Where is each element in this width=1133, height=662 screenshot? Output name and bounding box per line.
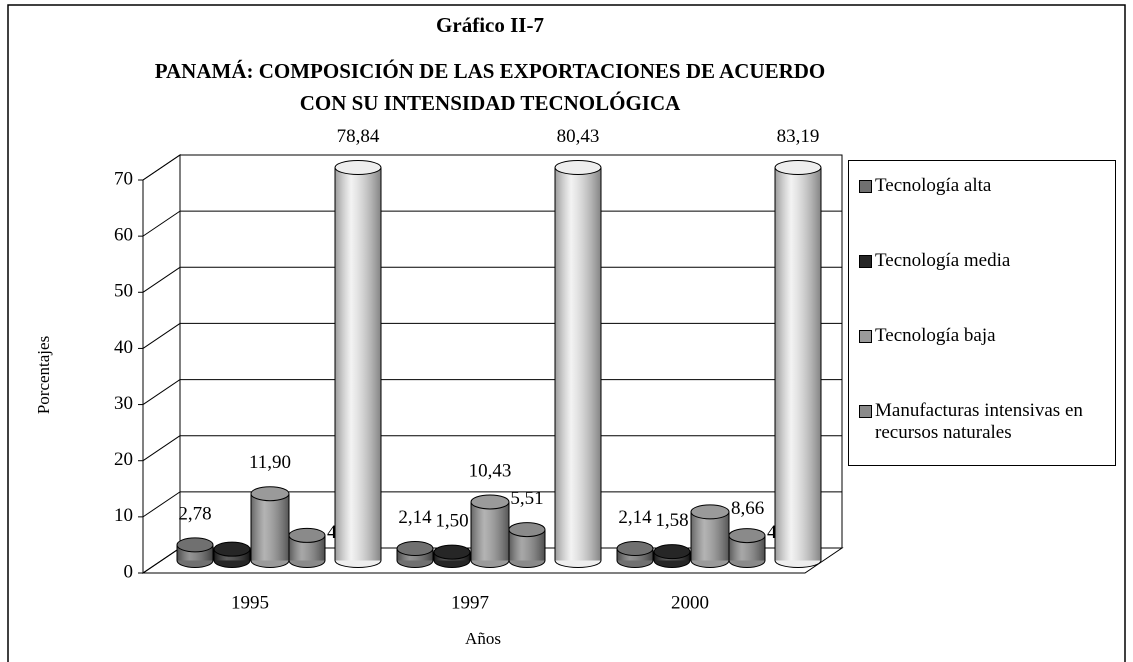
bar-part [508,522,546,538]
legend-entry: Manufacturas intensivas en recursos natu… [859,400,1115,444]
x-tick-label: 2000 [671,592,709,613]
y-tick-label: 10 [114,505,133,526]
chart-subtitle: CON SU INTENSIDAD TECNOLÓGICA [300,91,681,115]
bar-part [728,528,766,544]
legend-label: Tecnología media [875,250,1011,271]
bar-part [470,494,510,510]
data-label: 80,43 [557,126,600,147]
y-axis-label: Porcentajes [34,336,53,414]
bar-part [774,160,822,175]
frame [7,4,1126,662]
bar-part [471,501,509,561]
bar [433,544,471,568]
data-label: 78,84 [337,126,380,147]
bar-part [213,541,251,557]
data-label: 2,78 [178,503,211,524]
data-label: 10,43 [469,460,512,481]
legend-swatch [859,405,872,418]
y-tick-label: 50 [114,281,133,302]
y-tick-label: 70 [114,168,133,189]
legend-label: Manufacturas intensivas en recursos natu… [875,400,1083,443]
grid-line [142,323,181,349]
bar [554,160,602,568]
bar-part [288,527,326,543]
legend-label: Tecnología alta [875,175,992,196]
legend-swatch [859,330,872,343]
data-label: 2,14 [398,507,432,528]
bar [653,544,691,568]
grid-line [142,154,181,181]
legend-swatch [859,255,872,268]
x-tick-label: 1995 [231,592,269,613]
data-label: 83,19 [777,126,820,147]
bar-part [653,544,691,560]
bar-part [396,540,434,556]
bar-part [335,167,381,561]
legend-label: Tecnología baja [875,325,996,346]
bar-part [334,160,382,175]
bar [176,537,214,568]
bar-part [555,167,601,561]
bar [508,522,546,568]
grid-line [142,435,181,462]
y-tick-label: 20 [114,449,133,470]
bar-part [775,167,821,561]
legend-entry: Tecnología baja [859,325,1115,347]
bar [334,160,382,568]
grid-line [142,266,181,293]
bar-part [250,486,290,502]
bar [288,527,326,568]
legend-swatch [859,180,872,193]
bar [616,540,654,568]
legend-entry: Tecnología alta [859,175,1115,197]
bar-part [251,493,289,561]
bar-part [433,544,471,560]
x-tick-label: 1997 [451,592,489,613]
data-label: 2,14 [618,507,652,528]
grid-line [142,547,181,574]
bar-part [616,540,654,556]
bar [470,494,510,568]
data-label: 5,51 [510,488,543,509]
data-label: 8,66 [731,498,764,519]
bar [728,528,766,568]
bar [250,486,290,568]
y-tick-label: 30 [114,393,133,414]
legend: Tecnología alta Tecnología media Tecnologí… [848,160,1116,466]
bar-part [690,504,730,520]
data-label: 1,50 [435,510,468,531]
side-wall [142,154,181,574]
grid-line [142,379,181,405]
y-tick-label: 0 [124,561,134,582]
chart-title: Gráfico II-7 [436,13,544,37]
bar [213,541,251,568]
grid-line [142,210,181,237]
y-tick-label: 40 [114,337,133,358]
data-label: 11,90 [249,452,291,473]
bar-part [176,537,214,553]
x-axis-label: Años [465,629,501,648]
grid-line [142,491,181,518]
legend-entry: Tecnología media [859,250,1115,272]
chart-subtitle: PANAMÁ: COMPOSICIÓN DE LAS EXPORTACIONES… [155,59,826,83]
bar-part [554,160,602,175]
y-tick-label: 60 [114,225,133,246]
bar [396,540,434,568]
bar-part [691,511,729,561]
bar [774,160,822,568]
data-label: 1,58 [655,510,688,531]
bar [690,504,730,568]
